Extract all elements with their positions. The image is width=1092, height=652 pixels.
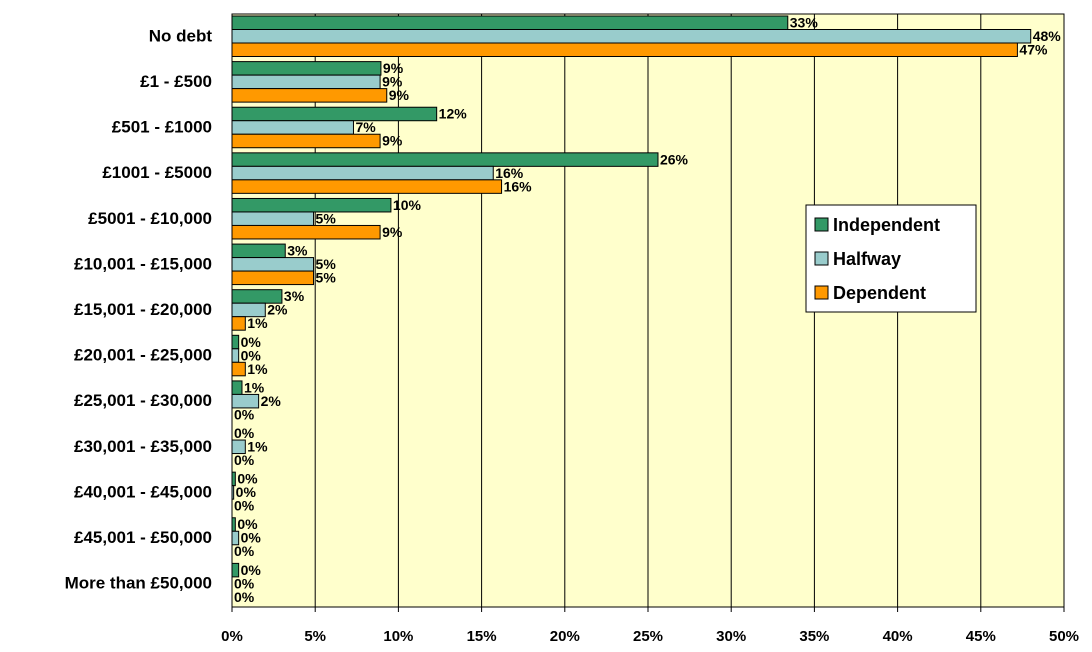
data-label: 1% [247,315,268,331]
data-label: 1% [247,361,268,377]
data-label: 0% [241,530,262,546]
bar [231,120,354,135]
bar [231,361,246,377]
data-label: 0% [234,589,255,605]
x-tick-label: 25% [633,628,663,645]
bar [231,133,381,149]
data-label: 1% [244,379,265,395]
data-label: 0% [241,334,262,350]
y-tick-label: £10,001 - £15,000 [74,254,212,273]
legend-label: Halfway [833,249,901,269]
data-label: 0% [234,498,255,514]
bar [231,257,315,272]
y-tick-label: No debt [149,26,213,45]
data-label: 0% [234,543,255,559]
bar [231,316,246,331]
data-label: 47% [1019,41,1048,57]
y-tick-label: £20,001 - £25,000 [74,346,212,365]
y-tick-label: £25,001 - £30,000 [74,391,212,410]
y-tick-label: £45,001 - £50,000 [74,528,212,547]
y-tick-label: £5001 - £10,000 [88,209,212,228]
data-label: 10% [393,197,422,213]
y-tick-label: More than £50,000 [65,574,212,593]
x-tick-label: 40% [883,628,913,645]
bar [231,197,392,213]
data-label: 0% [234,452,255,468]
legend-swatch [814,285,829,300]
bar [231,165,494,181]
y-tick-label: £30,001 - £35,000 [74,437,212,456]
bar [231,29,1032,44]
bar [231,211,315,226]
data-label: 5% [316,210,337,226]
data-label: 16% [504,178,533,194]
bar [231,15,789,30]
bar [231,270,315,286]
data-label: 0% [234,575,255,591]
data-label: 16% [495,165,524,181]
y-tick-label: £40,001 - £45,000 [74,482,212,501]
data-label: 0% [237,471,258,487]
legend-box [805,204,977,313]
y-tick-label: £15,001 - £20,000 [74,300,212,319]
bar [231,152,659,167]
bar [231,74,381,90]
data-label: 9% [383,60,404,76]
data-label: 0% [237,516,258,532]
x-tick-label: 45% [966,628,996,645]
data-label: 2% [261,393,282,409]
y-tick-label: £501 - £1000 [112,118,212,137]
data-label: 12% [439,106,468,122]
legend-label: Dependent [833,283,926,303]
x-tick-label: 50% [1049,628,1079,645]
legend-label: Independent [833,215,940,235]
legend-swatch [814,251,829,266]
data-label: 0% [234,406,255,422]
data-label: 0% [241,562,262,578]
data-label: 3% [284,288,305,304]
legend-swatch [814,217,829,232]
x-tick-label: 35% [799,628,829,645]
y-tick-label: £1 - £500 [140,72,212,91]
data-label: 0% [236,484,257,500]
data-label: 9% [389,87,410,103]
bar [231,179,503,194]
bar [231,380,243,395]
x-tick-label: 10% [383,628,413,645]
bar [231,42,1018,57]
data-label: 26% [660,151,689,167]
y-tick-label: £1001 - £5000 [102,163,212,182]
data-label: 9% [382,224,403,240]
data-label: 9% [382,133,403,149]
data-label: 7% [355,119,376,135]
bar [231,88,388,103]
bar [231,106,438,122]
bar [231,243,286,259]
x-tick-label: 15% [467,628,497,645]
data-label: 48% [1033,28,1062,44]
data-label: 0% [241,347,262,363]
data-label: 5% [316,270,337,286]
bar [231,334,240,350]
data-label: 0% [234,425,255,441]
bar [231,224,381,240]
x-tick-label: 30% [716,628,746,645]
data-label: 33% [790,14,819,30]
data-label: 3% [287,243,308,259]
data-label: 2% [267,302,288,318]
bar [231,61,382,76]
data-label: 1% [247,438,268,454]
bar [231,348,240,363]
x-tick-label: 0% [221,628,243,645]
x-tick-label: 5% [304,628,326,645]
data-label: 9% [382,74,403,90]
x-tick-label: 20% [550,628,580,645]
data-label: 5% [316,256,337,272]
